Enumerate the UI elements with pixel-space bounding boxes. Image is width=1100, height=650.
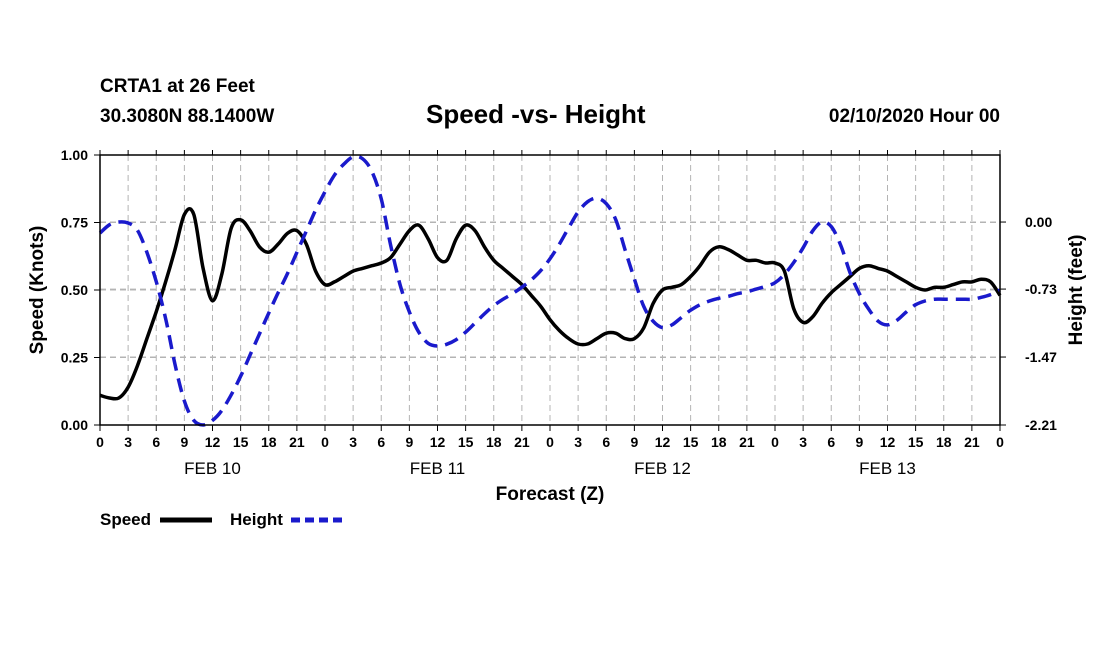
legend-speed-label: Speed	[100, 510, 151, 529]
y2-tick-label: 0.00	[1025, 214, 1052, 230]
x-tick-label: 0	[996, 434, 1004, 450]
y2-tick-label: -1.47	[1025, 349, 1057, 365]
y-axis-label: Speed (Knots)	[27, 226, 48, 355]
station-label: CRTA1 at 26 Feet	[100, 76, 255, 97]
x-tick-label: 18	[486, 434, 502, 450]
x-tick-label: 0	[321, 434, 329, 450]
x-tick-label: 6	[602, 434, 610, 450]
coordinates-label: 30.3080N 88.1400W	[100, 106, 275, 127]
axes: 0 3 6 9 12 15 18 21 0 3 6 9 12 15 18 21 0 3 6 9 12 15 18 21 0 3 6 9…	[61, 147, 1057, 478]
x-tick-label: 15	[908, 434, 924, 450]
x-tick-label: 18	[936, 434, 952, 450]
y-tick-label: 0.00	[61, 417, 88, 433]
x-axis-label: Forecast (Z)	[496, 484, 605, 505]
x-tick-label: 12	[430, 434, 446, 450]
y-tick-label: 0.75	[61, 215, 88, 231]
speed-series-line	[99, 207, 1002, 401]
y-tick-label: 0.50	[61, 282, 88, 298]
forecast-datetime: 02/10/2020 Hour 00	[828, 106, 1000, 127]
x-tick-label: 9	[405, 434, 413, 450]
x-tick-label: 3	[124, 434, 132, 450]
x-tick-label: 12	[205, 434, 221, 450]
x-tick-label: 12	[880, 434, 896, 450]
height-series-line	[98, 154, 1001, 427]
x-tick-label: 0	[771, 434, 779, 450]
day-label: FEB 10	[184, 459, 241, 478]
y2-axis-label: Height (feet)	[1066, 235, 1087, 346]
x-tick-label: 6	[152, 434, 160, 450]
legend: Speed Height	[100, 510, 342, 529]
y-tick-label: 0.25	[61, 350, 88, 366]
x-tick-label: 21	[739, 434, 755, 450]
day-label: FEB 12	[634, 459, 691, 478]
x-tick-label: 21	[514, 434, 530, 450]
x-tick-label: 18	[261, 434, 277, 450]
x-tick-label: 9	[630, 434, 638, 450]
x-tick-label: 15	[233, 434, 249, 450]
x-tick-label: 0	[96, 434, 104, 450]
series-lines	[98, 154, 1002, 427]
x-tick-label: 0	[546, 434, 554, 450]
legend-height-label: Height	[230, 510, 283, 529]
x-tick-label: 21	[964, 434, 980, 450]
x-tick-label: 3	[349, 434, 357, 450]
y-tick-label: 1.00	[61, 147, 88, 163]
day-label: FEB 13	[859, 459, 916, 478]
x-tick-label: 9	[180, 434, 188, 450]
day-label: FEB 11	[410, 459, 465, 478]
x-tick-label: 21	[289, 434, 305, 450]
x-tick-label: 3	[574, 434, 582, 450]
x-tick-label: 15	[683, 434, 699, 450]
x-tick-label: 3	[799, 434, 807, 450]
y2-tick-label: -0.73	[1025, 281, 1057, 297]
chart-title: Speed -vs- Height	[426, 99, 646, 129]
x-tick-label: 9	[855, 434, 863, 450]
x-tick-label: 12	[655, 434, 671, 450]
grid-lines	[100, 155, 1000, 425]
x-tick-label: 18	[711, 434, 727, 450]
y2-tick-label: -2.21	[1025, 417, 1057, 433]
x-tick-label: 15	[458, 434, 474, 450]
x-tick-label: 6	[377, 434, 385, 450]
x-tick-label: 6	[827, 434, 835, 450]
